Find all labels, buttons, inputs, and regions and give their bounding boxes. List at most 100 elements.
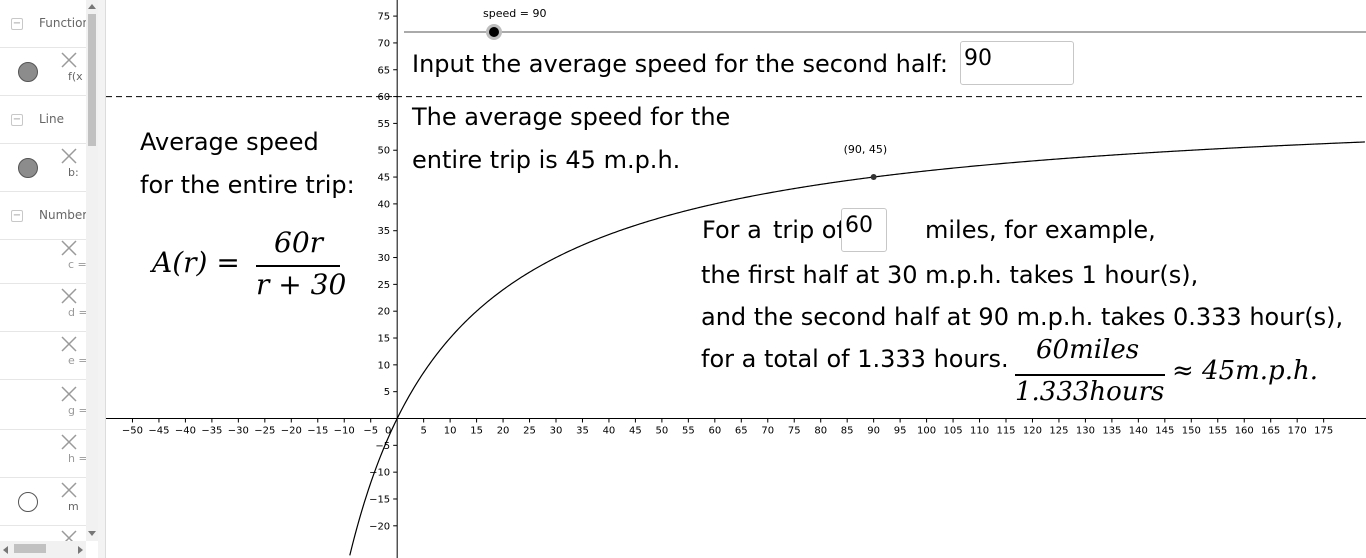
y-tick-label: 40: [377, 199, 390, 210]
item-label: e =: [68, 354, 88, 367]
category-header-line[interactable]: − Line: [0, 96, 86, 144]
y-tick-label: 70: [377, 38, 390, 49]
example-trip-of: trip of: [773, 216, 845, 244]
delete-x-icon[interactable]: [60, 481, 78, 499]
delete-x-icon[interactable]: [60, 239, 78, 257]
algebra-item-e[interactable]: e =: [0, 332, 88, 380]
x-tick-label: 110: [970, 426, 989, 437]
category-label: Number: [39, 208, 88, 222]
slider-handle-core[interactable]: [489, 27, 499, 37]
delete-x-icon[interactable]: [60, 385, 78, 403]
category-label: Line: [39, 112, 65, 126]
collapse-minus-icon[interactable]: −: [11, 18, 23, 30]
algebra-item-b[interactable]: b:: [0, 144, 86, 192]
y-tick-label: 15: [377, 334, 390, 345]
y-tick-label: 65: [377, 65, 390, 76]
x-tick-label: −20: [281, 426, 302, 437]
y-tick-label: 60: [377, 92, 390, 103]
collapse-minus-icon[interactable]: −: [11, 210, 23, 222]
scroll-down-arrow-icon[interactable]: [88, 531, 96, 536]
x-tick-label: −50: [122, 426, 143, 437]
visibility-toggle-icon[interactable]: [18, 62, 38, 82]
algebra-item-h[interactable]: h =: [0, 430, 88, 478]
x-tick-label: 30: [550, 426, 563, 437]
x-tick-label: 170: [1288, 426, 1307, 437]
second-half-speed-input[interactable]: 90: [960, 41, 1074, 85]
horizontal-scroll-thumb[interactable]: [14, 544, 46, 553]
x-tick-label: 120: [1023, 426, 1042, 437]
example-prefix: For a: [702, 216, 762, 244]
category-label: Function: [39, 16, 91, 30]
x-tick-label: 150: [1182, 426, 1201, 437]
view-divider[interactable]: [98, 0, 106, 558]
x-tick-label: 160: [1235, 426, 1254, 437]
example-line-2: the first half at 30 m.p.h. takes 1 hour…: [701, 261, 1199, 289]
y-tick-label: 10: [377, 360, 390, 371]
x-tick-label: −40: [175, 426, 196, 437]
y-tick-label: 30: [377, 253, 390, 264]
item-label: g =: [68, 404, 88, 417]
x-tick-label: 10: [444, 426, 457, 437]
delete-x-icon[interactable]: [60, 51, 78, 69]
x-tick-label: 55: [682, 426, 695, 437]
scroll-up-arrow-icon[interactable]: [88, 4, 96, 9]
algebra-view: − Function f(x − Line b: − Number c = d …: [0, 0, 98, 558]
algebra-item-g[interactable]: g =: [0, 382, 88, 430]
x-tick-label: −45: [148, 426, 169, 437]
x-tick-label: 90: [867, 426, 880, 437]
example-fraction-numerator: 60miles: [1036, 335, 1140, 365]
item-label: h =: [68, 452, 88, 465]
example-line-3: and the second half at 90 m.p.h. takes 0…: [701, 303, 1344, 331]
algebra-item-m[interactable]: m: [0, 478, 86, 526]
algebra-item-f[interactable]: f(x: [0, 48, 86, 96]
visibility-toggle-icon[interactable]: [18, 158, 38, 178]
algebra-item-c[interactable]: c =: [0, 236, 87, 284]
x-tick-label: 5: [420, 426, 426, 437]
avg-speed-label-2: for the entire trip:: [140, 171, 355, 199]
x-tick-label: 105: [944, 426, 963, 437]
x-tick-label: 50: [656, 426, 669, 437]
y-tick-label: −20: [369, 521, 390, 532]
y-tick-label: 5: [384, 387, 390, 398]
x-tick-label: 15: [470, 426, 483, 437]
item-label: d =: [68, 306, 88, 319]
x-tick-label: −35: [201, 426, 222, 437]
scroll-right-arrow-icon[interactable]: [78, 546, 83, 554]
scroll-left-arrow-icon[interactable]: [3, 546, 8, 554]
collapse-minus-icon[interactable]: −: [11, 114, 23, 126]
x-tick-label: 100: [917, 426, 936, 437]
x-tick-label: 125: [1049, 426, 1068, 437]
item-label: b:: [68, 166, 79, 179]
function-graph[interactable]: −50 −45 −40 −35 −30 −25 −20 −15 −10 −5 5 10 15 20 25 30…: [106, 0, 1366, 558]
x-tick-label: 25: [523, 426, 536, 437]
origin-label: 0: [385, 426, 391, 437]
y-axis-ticks: −20 −15 −10 −5 5 10 15 20 25 30 35 40 45 50 55 60 65 70 75: [369, 12, 398, 532]
x-tick-label: −15: [307, 426, 328, 437]
algebra-item-d[interactable]: d =: [0, 284, 88, 332]
x-tick-label: −10: [334, 426, 355, 437]
x-tick-label: 130: [1076, 426, 1095, 437]
delete-x-icon[interactable]: [60, 433, 78, 451]
x-tick-label: 40: [603, 426, 616, 437]
visibility-toggle-icon[interactable]: [18, 492, 38, 512]
trip-miles-input[interactable]: 60: [841, 208, 887, 252]
delete-x-icon[interactable]: [60, 147, 78, 165]
x-axis-ticks: −50 −45 −40 −35 −30 −25 −20 −15 −10 −5 5 10 15 20 25 30…: [122, 418, 1333, 437]
formula-fraction-bar: [256, 265, 340, 267]
category-header-number[interactable]: − Number: [0, 192, 88, 240]
delete-x-icon[interactable]: [60, 335, 78, 353]
y-tick-label: −5: [375, 441, 390, 452]
point-label: (90, 45): [844, 143, 888, 156]
x-tick-label: 80: [814, 426, 827, 437]
x-tick-label: 175: [1314, 426, 1333, 437]
delete-x-icon[interactable]: [60, 287, 78, 305]
y-tick-label: 45: [377, 173, 390, 184]
item-label: f(x: [68, 70, 83, 83]
item-label: m: [68, 500, 79, 513]
category-header-function[interactable]: − Function: [0, 0, 90, 48]
x-tick-label: 135: [1102, 426, 1121, 437]
vertical-scroll-thumb[interactable]: [88, 14, 96, 146]
formula-numerator: 60r: [274, 226, 324, 259]
formula-denominator: r + 30: [256, 268, 347, 301]
y-tick-label: −10: [369, 468, 390, 479]
